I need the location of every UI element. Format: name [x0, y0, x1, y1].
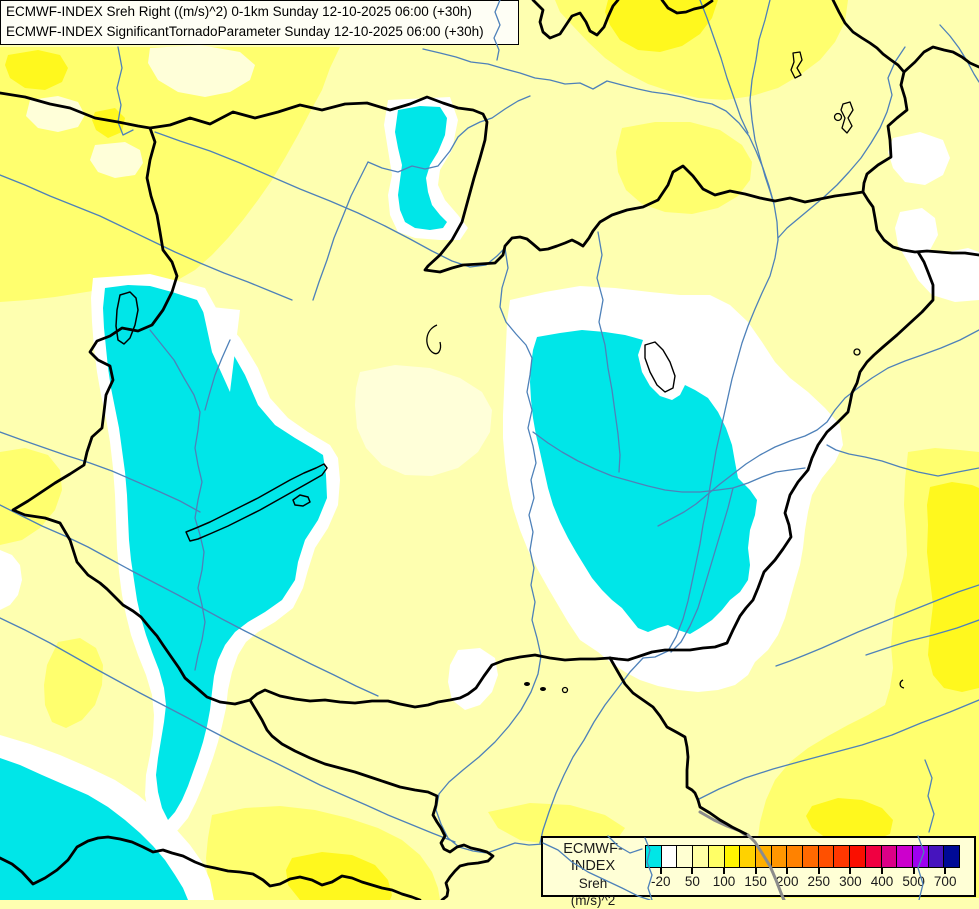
legend-swatch — [833, 846, 850, 867]
border-ukraine — [831, 0, 909, 194]
legend-swatch — [692, 846, 708, 867]
river-tisza — [539, 239, 779, 844]
legend-swatch — [646, 846, 661, 867]
legend-tick — [849, 867, 852, 874]
legend-tick-label: 250 — [807, 873, 831, 889]
legend-tick — [817, 867, 820, 874]
small-map-glyphs — [426, 51, 905, 694]
legend-swatch — [864, 846, 881, 867]
title-line-2: ECMWF-INDEX SignificantTornadoParameter … — [6, 24, 484, 39]
legend-swatch — [770, 846, 787, 867]
sreh-contours-bright — [5, 0, 979, 900]
legend-tick — [723, 867, 725, 874]
legend-swatch — [723, 846, 740, 867]
title-line-1: ECMWF-INDEX Sreh Right ((m/s)^2) 0-1km S… — [6, 4, 472, 19]
legend-colorbar — [645, 845, 960, 868]
lake-tisza — [644, 341, 676, 393]
lake-ferto — [115, 291, 139, 345]
legend-units: (m/s)^2 — [570, 893, 616, 908]
legend-swatch — [739, 846, 755, 867]
legend-swatch — [660, 846, 677, 867]
legend-tick-label: -20 — [651, 873, 671, 889]
legend-swatch — [817, 846, 834, 867]
legend-swatch — [754, 846, 771, 867]
legend-title: ECMWF-INDEX — [563, 841, 623, 874]
legend-tick-label: 50 — [684, 873, 700, 889]
legend-tick-label: 150 — [744, 873, 767, 889]
lake-velence — [292, 494, 311, 507]
legend-tick-label: 500 — [902, 873, 925, 889]
border-croatia-bosnia — [0, 835, 422, 900]
legend-parameter: Sreh — [578, 876, 608, 891]
lake-balaton — [185, 463, 328, 542]
legend-swatch — [896, 846, 912, 867]
legend-tick — [944, 867, 947, 874]
sreh-contours-cream — [26, 45, 492, 476]
legend-tick — [912, 867, 915, 874]
lakes — [115, 291, 676, 542]
legend-tick-label: 200 — [775, 873, 799, 889]
legend-swatch — [676, 846, 693, 867]
river-danube — [435, 247, 544, 854]
border-serbia-hungary — [248, 653, 612, 709]
legend-tick-label: 100 — [712, 873, 736, 889]
legend-swatch — [943, 846, 960, 867]
legend-tick-label: 300 — [839, 873, 862, 889]
legend-tick-label: 400 — [870, 873, 894, 889]
border-serbia-romania — [608, 656, 750, 837]
legend-tick — [881, 867, 883, 874]
title-box: ECMWF-INDEX Sreh Right ((m/s)^2) 0-1km S… — [0, 0, 519, 45]
legend-swatch — [802, 846, 818, 867]
legend-swatch — [849, 846, 865, 867]
sreh-contours-cyan — [0, 106, 757, 900]
border-croatia-serbia — [248, 698, 495, 900]
rivers — [0, 0, 979, 854]
legend-ticks: -20 50 100 150 200 250 300 400 500 700 — [645, 867, 961, 894]
legend-swatch — [880, 846, 897, 867]
border-romania-hungary — [608, 250, 935, 662]
legend-box: ECMWF-INDEX Sreh (m/s)^2 -20 50 100 150 200 2… — [541, 836, 976, 908]
legend-swatch — [707, 846, 724, 867]
border-austria-slovenia-croatia — [11, 126, 252, 706]
legend-swatch — [927, 846, 944, 867]
legend-tick — [786, 867, 789, 874]
legend-tick — [659, 867, 662, 874]
legend-tick-label: 700 — [933, 873, 957, 889]
border-slovakia-hungary — [148, 95, 865, 274]
legend-text: ECMWF-INDEX Sreh (m/s)^2 — [543, 841, 643, 909]
legend-tick — [691, 867, 694, 874]
legend-swatch — [786, 846, 803, 867]
legend-swatch — [911, 846, 928, 867]
